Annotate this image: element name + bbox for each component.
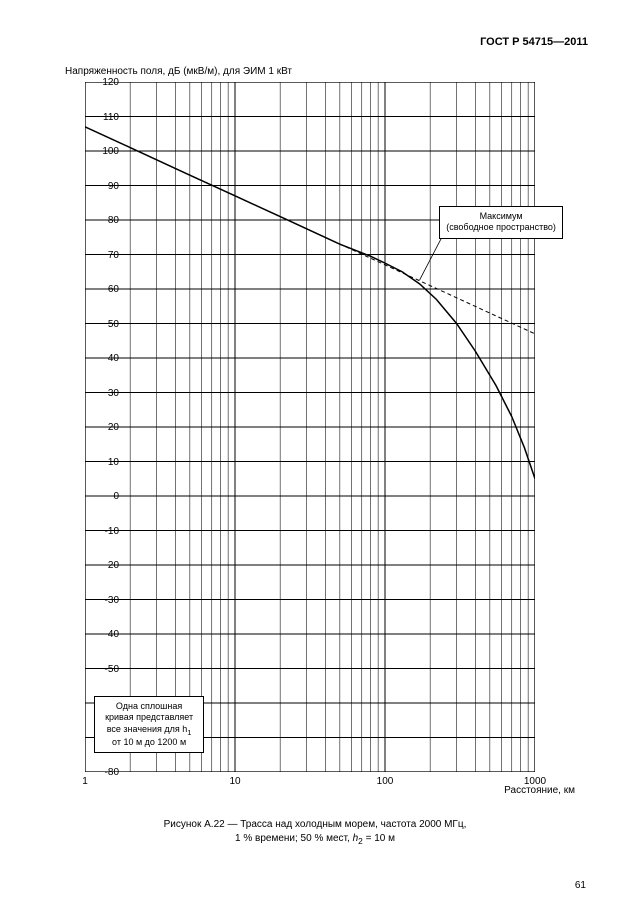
plot-area: -80-70-60-50-40-30-20-100102030405060708… [85, 82, 575, 772]
annotation-curve-line2: кривая представляет [105, 712, 193, 722]
x-tick-label: 100 [377, 776, 394, 787]
caption-line1: Рисунок А.22 — Трасса над холодным морем… [164, 819, 467, 830]
annotation-curve-line1: Одна сплошная [116, 701, 182, 711]
x-tick-label: 10 [229, 776, 240, 787]
document-header: ГОСТ Р 54715—2011 [36, 36, 594, 48]
annotation-max-line2: (свободное пространство) [446, 222, 556, 232]
annotation-curve-line4: от 10 м до 1200 м [112, 737, 186, 747]
page: ГОСТ Р 54715—2011 Напряженность поля, дБ… [0, 0, 630, 913]
y-axis-title: Напряженность поля, дБ (мкВ/м), для ЭИМ … [65, 66, 292, 77]
figure-caption: Рисунок А.22 — Трасса над холодным морем… [36, 818, 594, 848]
annotation-maximum: Максимум (свободное пространство) [439, 206, 563, 239]
page-number: 61 [575, 880, 586, 891]
chart-svg [85, 82, 535, 772]
x-axis-title: Расстояние, км [504, 785, 575, 796]
caption-line2: 1 % времени; 50 % мест, h2 = 10 м [235, 833, 395, 844]
chart-container: Напряженность поля, дБ (мкВ/м), для ЭИМ … [45, 70, 585, 810]
annotation-max-line1: Максимум [480, 211, 523, 221]
annotation-curve-note: Одна сплошная кривая представляет все зн… [94, 696, 204, 753]
annotation-curve-line3: все значения для h1 [107, 724, 192, 734]
x-tick-label: 1 [82, 776, 88, 787]
